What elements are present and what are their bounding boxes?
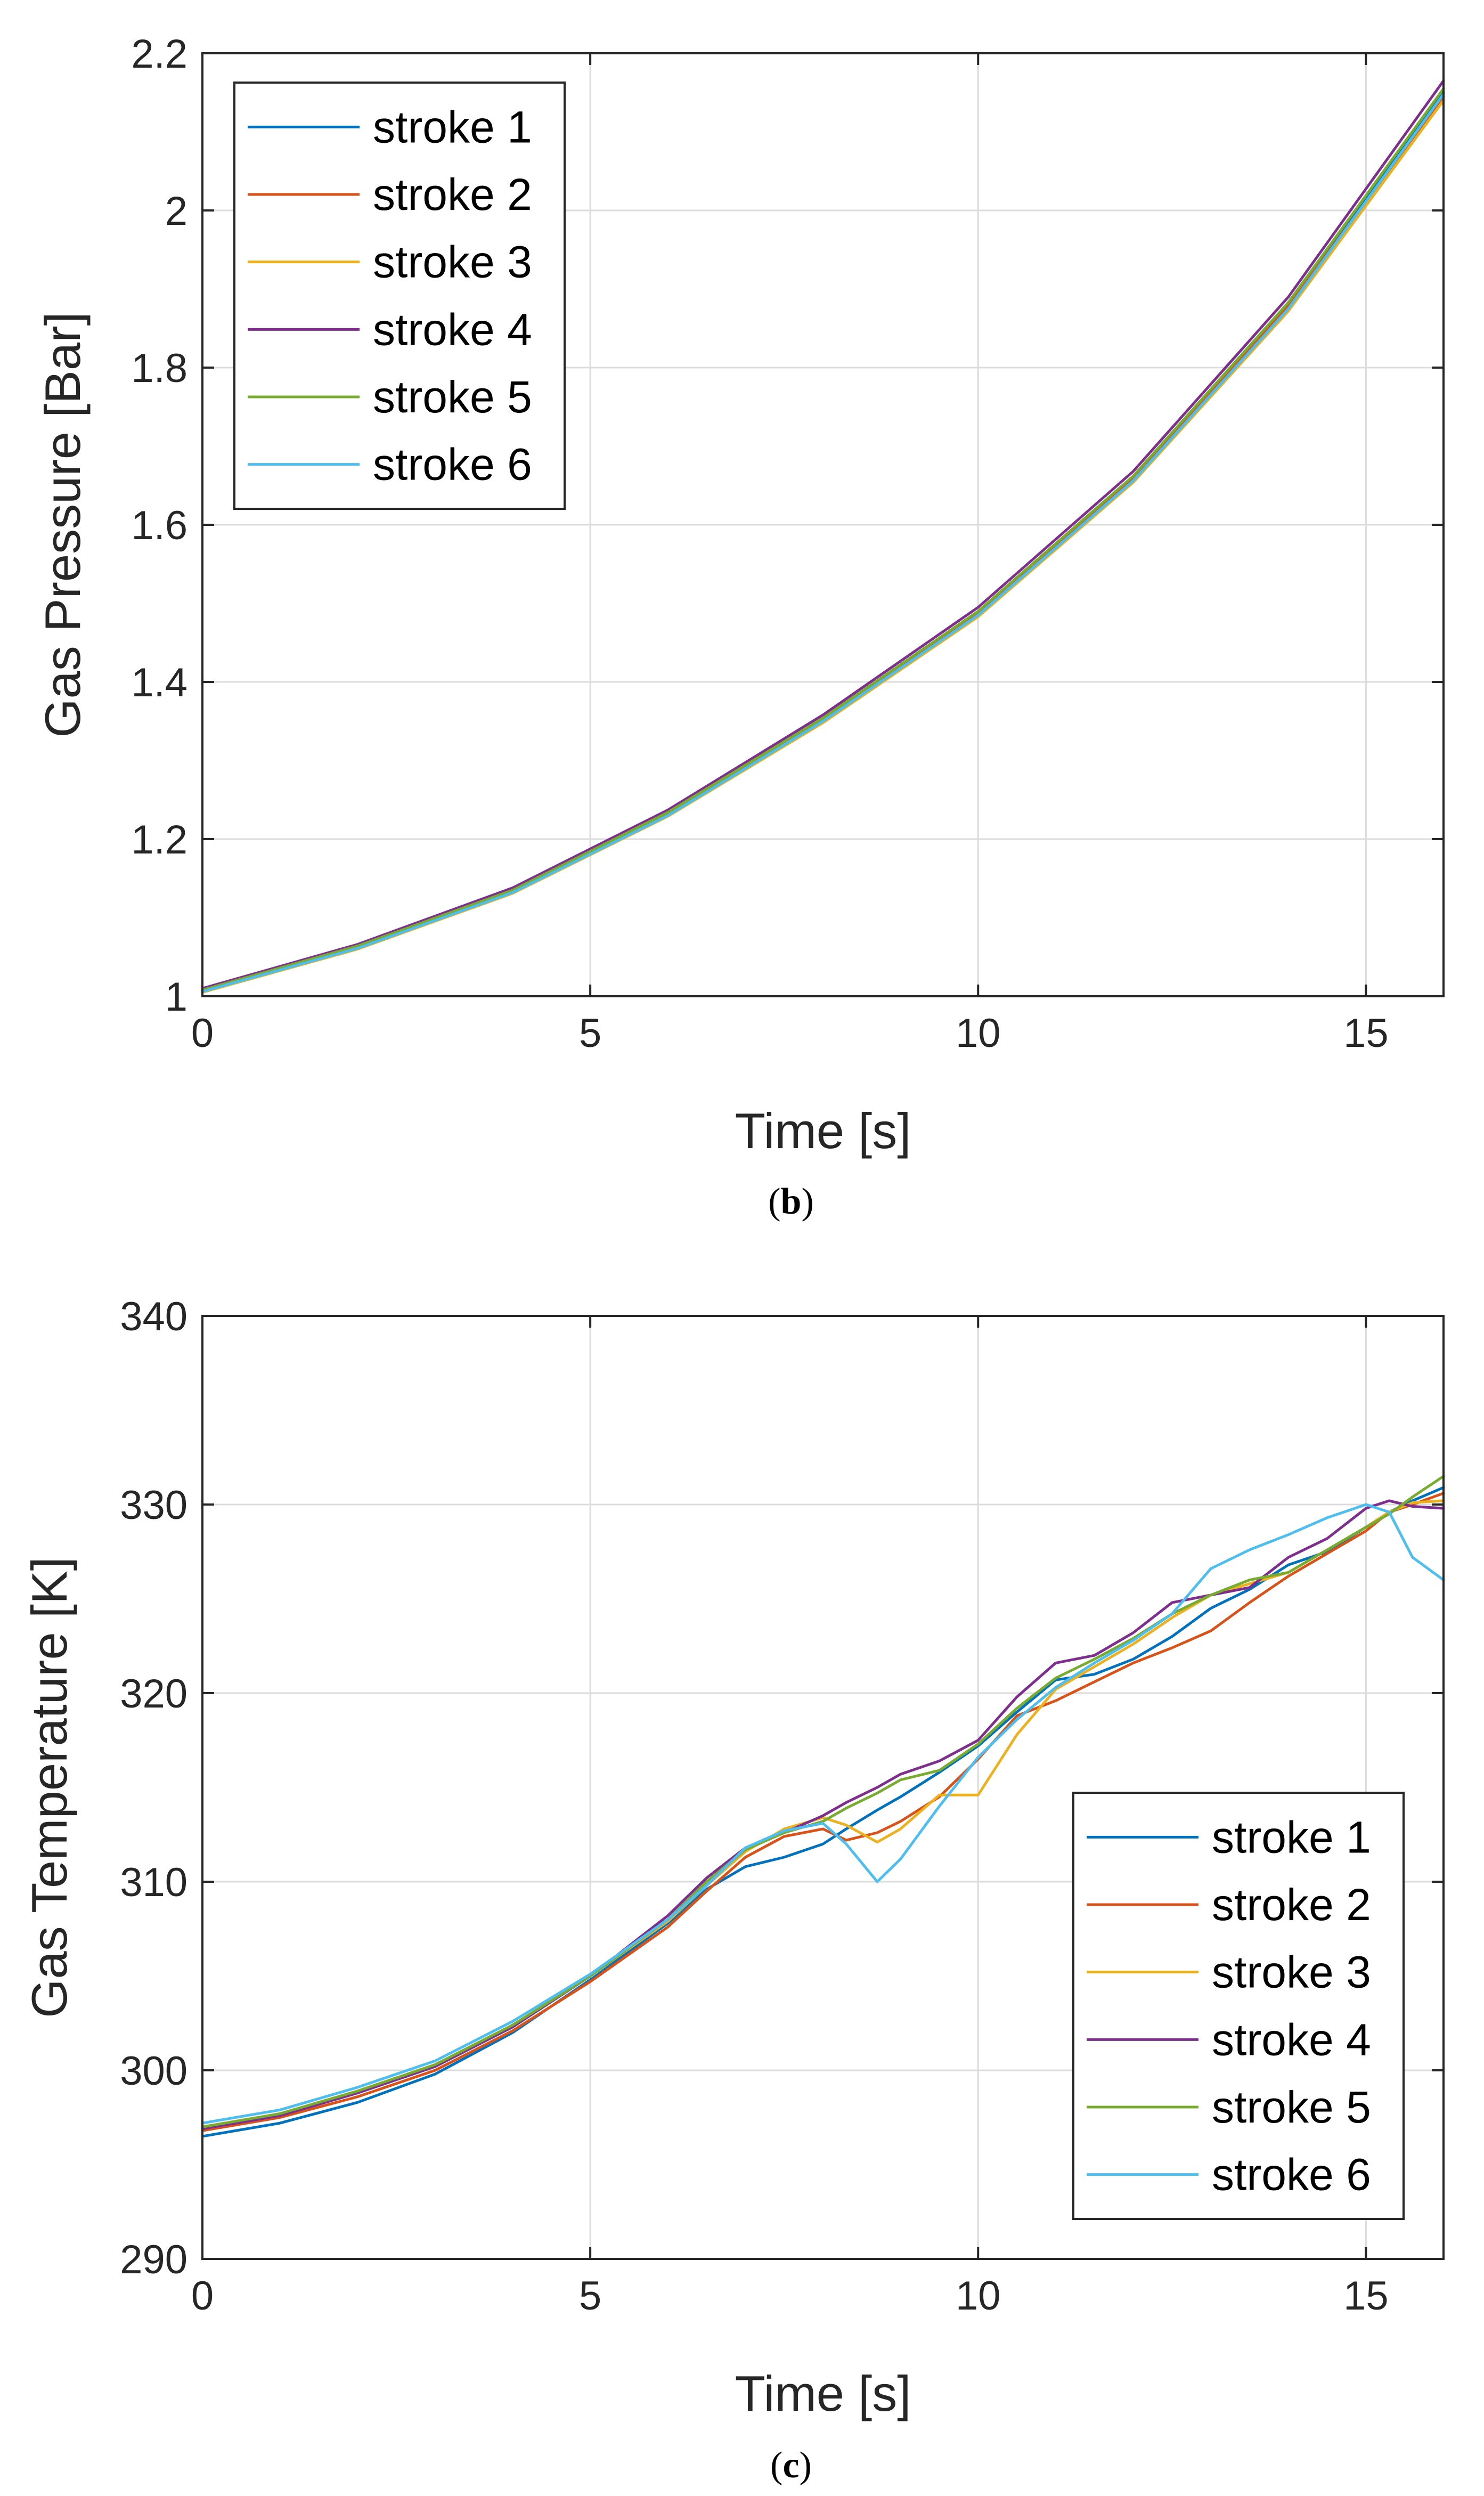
- temperature-y-tick-label: 330: [120, 1483, 187, 1528]
- temperature-x-tick-label: 5: [579, 2273, 601, 2319]
- temperature-chart: 0 5 10 15 290 300 310 320 330 340 Time [s] Gas Te…: [21, 1294, 1445, 2486]
- pressure-y-tick-label: 2.2: [131, 31, 187, 77]
- pressure-x-tick-label: 5: [579, 1011, 601, 1056]
- temperature-y-axis-label: Gas Temperature [K]: [21, 1557, 77, 2018]
- pressure-legend-label: stroke 1: [373, 102, 532, 152]
- pressure-y-tick-label: 1.6: [131, 503, 187, 548]
- temperature-y-tick-label: 300: [120, 2048, 187, 2094]
- temperature-series-line-stroke-2: [201, 1492, 1445, 2132]
- pressure-legend: stroke 1 stroke 2 stroke 3 stroke 4 stroke 5…: [233, 82, 566, 510]
- pressure-legend-label: stroke 6: [373, 440, 532, 490]
- temperature-series-line-stroke-5: [201, 1475, 1445, 2128]
- temperature-legend-box: [1072, 1792, 1405, 2220]
- pressure-series-line-stroke-4: [201, 79, 1445, 990]
- pressure-caption: (b): [768, 1181, 814, 1222]
- pressure-legend-label: stroke 2: [373, 169, 532, 219]
- pressure-series-line-stroke-5: [201, 87, 1445, 991]
- temperature-legend-label: stroke 3: [1212, 1947, 1371, 1997]
- temperature-legend-label: stroke 5: [1212, 2082, 1371, 2132]
- pressure-x-tick-label: 10: [956, 1011, 1001, 1056]
- pressure-y-tick-label: 2: [165, 189, 187, 234]
- temperature-legend-label: stroke 1: [1212, 1812, 1371, 1862]
- pressure-legend-label: stroke 5: [373, 372, 532, 422]
- temperature-legend: stroke 1 stroke 2 stroke 3 stroke 4 stroke 5…: [1072, 1792, 1405, 2220]
- temperature-ticks: 0 5 10 15 290 300 310 320 330 340: [120, 1294, 1444, 2319]
- pressure-legend-label: stroke 3: [373, 237, 532, 287]
- pressure-chart: 0 5 10 15 1 1.2 1.4 1.6 1.8 2 2.2 Time [s] Gas Pre…: [35, 31, 1445, 1222]
- pressure-series-layer: [201, 79, 1445, 994]
- temperature-x-tick-label: 10: [956, 2273, 1001, 2319]
- pressure-y-tick-label: 1.2: [131, 817, 187, 863]
- pressure-x-tick-label: 15: [1343, 1011, 1389, 1056]
- temperature-series-layer: [201, 1475, 1445, 2138]
- pressure-y-tick-label: 1: [165, 974, 187, 1020]
- pressure-x-tick-label: 0: [191, 1011, 214, 1056]
- temperature-plot-area: [201, 1315, 1445, 2260]
- pressure-legend-box: [233, 82, 566, 510]
- pressure-y-tick-label: 1.8: [131, 346, 187, 391]
- temperature-y-tick-label: 320: [120, 1671, 187, 1717]
- temperature-x-axis-label: Time [s]: [735, 2365, 911, 2421]
- pressure-ticks: 0 5 10 15 1 1.2 1.4 1.6 1.8 2 2.2: [131, 31, 1444, 1056]
- pressure-y-axis-label: Gas Pressure [Bar]: [35, 312, 91, 737]
- pressure-caption-letter: b: [781, 1181, 802, 1222]
- temperature-series-line-stroke-6: [201, 1503, 1445, 2125]
- pressure-x-axis-label: Time [s]: [735, 1103, 911, 1159]
- temperature-legend-label: stroke 2: [1212, 1880, 1371, 1930]
- temperature-x-tick-label: 0: [191, 2273, 214, 2319]
- pressure-legend-label: stroke 4: [373, 304, 532, 354]
- pressure-y-tick-label: 1.4: [131, 660, 187, 705]
- temperature-caption: (c): [770, 2445, 812, 2486]
- temperature-y-tick-label: 340: [120, 1294, 187, 1339]
- temperature-x-tick-label: 15: [1343, 2273, 1389, 2319]
- temperature-caption-letter: c: [782, 2445, 799, 2486]
- temperature-y-tick-label: 290: [120, 2237, 187, 2282]
- temperature-legend-label: stroke 4: [1212, 2014, 1371, 2064]
- temperature-y-tick-label: 310: [120, 1860, 187, 1905]
- pressure-series-line-stroke-6: [201, 93, 1445, 993]
- temperature-legend-label: stroke 6: [1212, 2150, 1371, 2200]
